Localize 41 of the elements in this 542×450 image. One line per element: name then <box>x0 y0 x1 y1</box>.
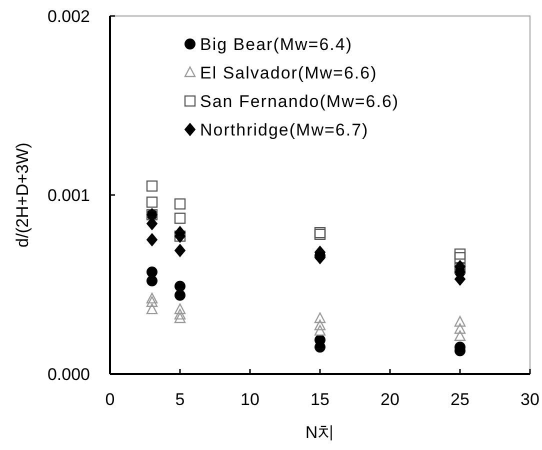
point <box>146 266 158 278</box>
x-tick-label: 10 <box>240 390 260 409</box>
legend-label: Northridge(Mw=6.7) <box>200 120 369 140</box>
x-tick-label: 15 <box>310 390 330 409</box>
point <box>174 303 186 314</box>
point <box>174 290 186 301</box>
legend-label: San Fernando(Mw=6.6) <box>200 92 400 111</box>
point <box>454 252 466 264</box>
legend-label: El Salvador(Mw=6.6) <box>200 63 378 82</box>
y-tick-label: 0.002 <box>47 6 90 26</box>
y-tick-label: 0.001 <box>47 186 90 205</box>
y-axis-title: d/(2H+D+3W) <box>13 142 32 248</box>
point <box>146 296 158 307</box>
y-tick-label: 0.000 <box>47 364 90 384</box>
point <box>174 244 186 257</box>
point <box>146 180 158 192</box>
point <box>146 233 158 246</box>
point <box>146 275 158 286</box>
x-tick-label: 20 <box>380 390 400 409</box>
point <box>454 323 466 334</box>
point <box>454 330 466 342</box>
point <box>146 292 158 304</box>
point <box>146 303 158 314</box>
point <box>454 248 466 260</box>
point <box>314 312 326 324</box>
point <box>454 316 466 327</box>
x-tick-label: 30 <box>520 390 540 409</box>
point <box>146 196 158 208</box>
x-tick-label: 25 <box>450 390 470 409</box>
x-tick-label: 0 <box>105 390 115 409</box>
point <box>314 320 326 330</box>
point <box>174 280 186 292</box>
point <box>146 217 158 230</box>
point <box>174 212 186 224</box>
x-tick-label: 5 <box>175 390 185 409</box>
x-axis-title: N치 <box>305 423 335 442</box>
legend-label: Big Bear(Mw=6.4) <box>200 34 353 54</box>
point <box>174 198 186 210</box>
point <box>174 312 186 324</box>
point <box>174 308 186 320</box>
point <box>314 324 326 336</box>
